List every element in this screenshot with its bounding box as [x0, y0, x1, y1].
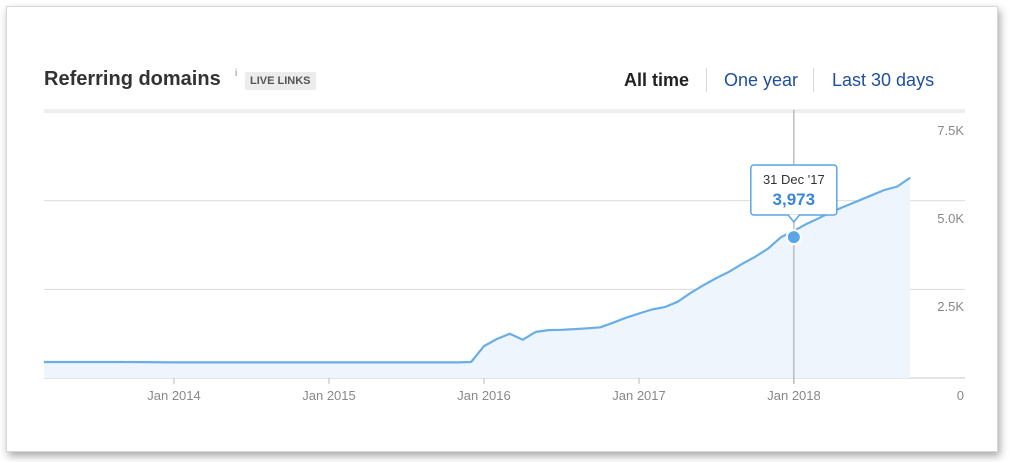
- series-line: [43, 176, 911, 364]
- period-separator: [706, 68, 707, 92]
- period-separator: [813, 68, 814, 92]
- tooltip-date: 31 Dec '17: [763, 172, 825, 187]
- tooltip: 31 Dec '17 3,973: [750, 164, 838, 224]
- y-tick-label: 5.0K: [937, 211, 964, 226]
- tooltip-value: 3,973: [773, 190, 816, 209]
- x-tick-label: Jan 2018: [767, 388, 821, 403]
- axis-labels: 0 2.5K 5.0K 7.5K Jan 2014 Jan 2015 Jan 2016 Jan…: [147, 123, 964, 403]
- series-line-path: [43, 176, 911, 364]
- hover-marker: 31 Dec '17 3,973: [750, 110, 838, 384]
- period-one-year[interactable]: One year: [724, 70, 799, 90]
- period-last-30-days[interactable]: Last 30 days: [832, 70, 935, 90]
- info-icon[interactable]: i: [235, 68, 238, 79]
- x-tick-label: Jan 2015: [302, 388, 356, 403]
- series-area: [44, 177, 911, 378]
- series-area-fill: [44, 177, 911, 378]
- y-tick-label: 0: [957, 388, 964, 403]
- period-all-time[interactable]: All time: [624, 70, 690, 90]
- hover-point: [785, 229, 802, 246]
- y-tick-label: 7.5K: [937, 123, 964, 138]
- x-tick-label: Jan 2014: [147, 388, 201, 403]
- tooltip-pointer: [787, 214, 801, 224]
- live-links-badge: LIVE LINKS: [245, 72, 316, 90]
- y-tick-label: 2.5K: [937, 299, 964, 314]
- chart-title: Referring domains: [44, 68, 221, 90]
- x-tick-label: Jan 2017: [612, 388, 666, 403]
- x-tick-label: Jan 2016: [457, 388, 511, 403]
